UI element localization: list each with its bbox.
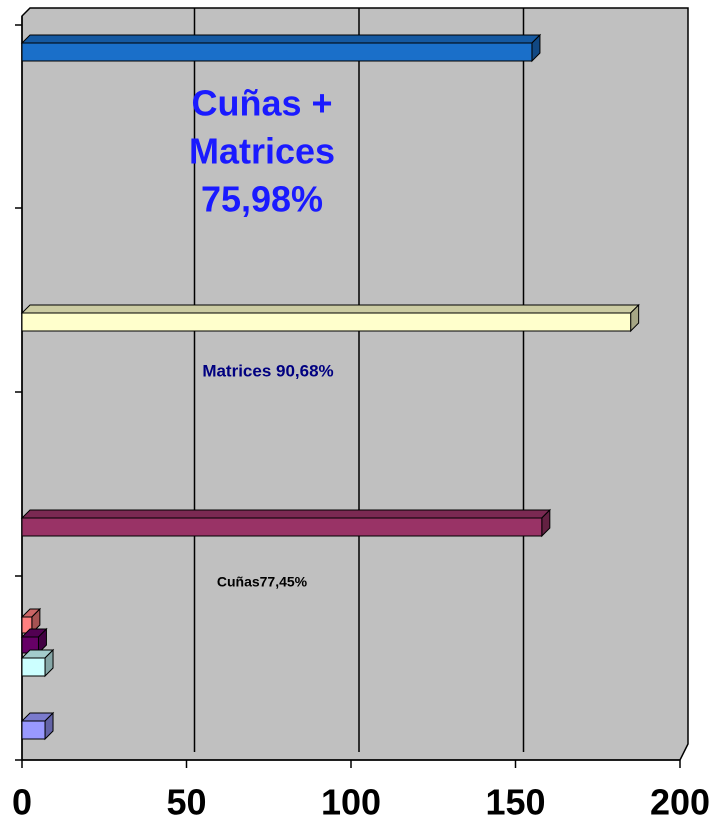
- annotation: Cuñas +: [191, 83, 332, 124]
- bar-front: [21, 312, 632, 332]
- x-tick-label: 150: [485, 782, 545, 823]
- bar: [20, 33, 542, 63]
- bar-top: [20, 304, 640, 314]
- bar-front: [21, 720, 46, 740]
- bar-top: [20, 34, 542, 44]
- bar-front: [21, 657, 46, 677]
- bar: [20, 627, 48, 655]
- annotation: Matrices: [189, 131, 335, 172]
- x-tick-label: 100: [321, 782, 381, 823]
- x-tick-label: 200: [650, 782, 710, 823]
- bar: [20, 711, 55, 741]
- annotation: Cuñas77,45%: [217, 574, 308, 590]
- bar: [20, 508, 552, 538]
- plot-area: [21, 7, 689, 761]
- bar: [20, 648, 55, 678]
- annotation: Matrices 90,68%: [202, 361, 333, 380]
- x-tick-label: 0: [12, 782, 32, 823]
- bar: [20, 303, 640, 333]
- bar-top: [20, 509, 552, 519]
- x-tick-label: 50: [166, 782, 206, 823]
- bar-front: [21, 517, 543, 537]
- bar-front: [21, 42, 533, 62]
- annotation: 75,98%: [201, 179, 323, 220]
